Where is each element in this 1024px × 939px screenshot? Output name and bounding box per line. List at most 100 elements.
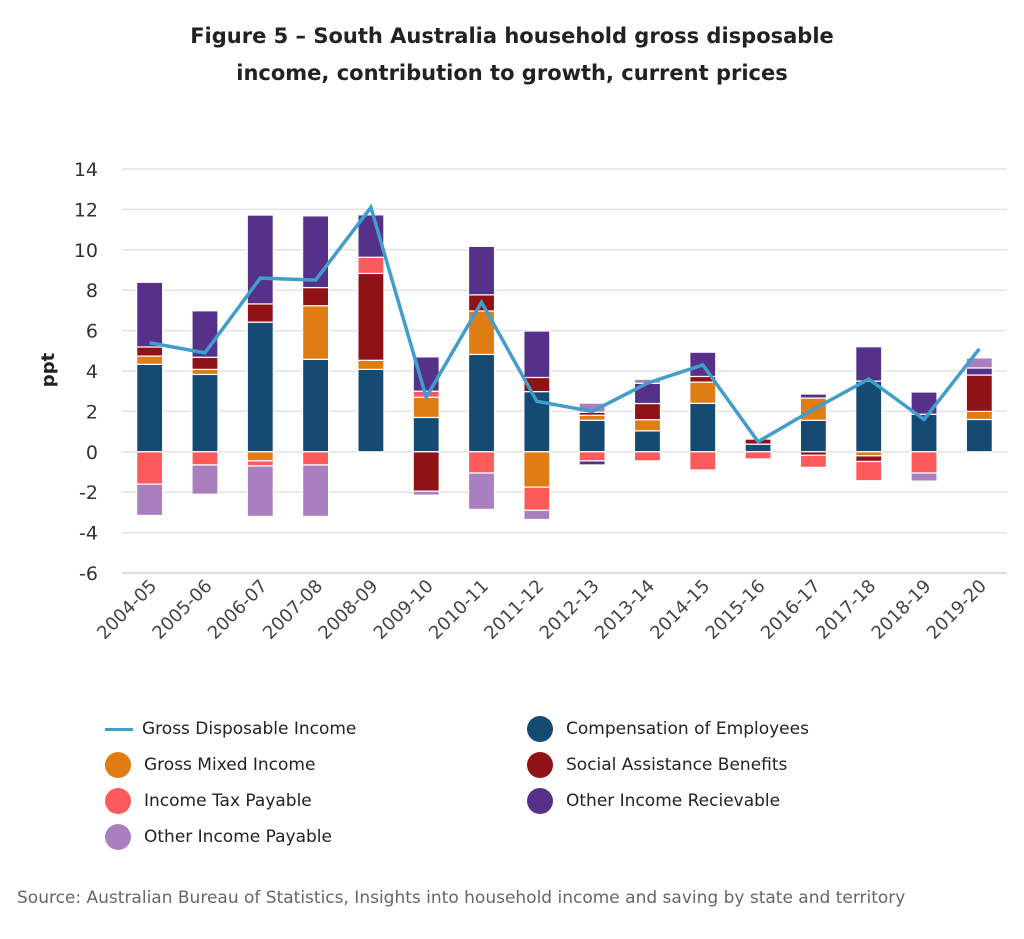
bar-segment-compensation-of-employees (357, 368, 385, 453)
bar-segment-compensation-of-employees (799, 419, 828, 453)
bar-segment-other-income-payable (191, 464, 219, 495)
legend-item-other-income-payable[interactable]: Other Income Payable (105, 824, 332, 850)
bar-segment-gross-mixed-income (136, 355, 164, 365)
bar-segment-compensation-of-employees (689, 402, 717, 453)
bar-segment-other-income-payable (136, 483, 164, 517)
bar-segment-gross-mixed-income (357, 359, 385, 370)
x-tick-label: 2013-14 (591, 576, 659, 644)
bar-segment-other-income-recievable (578, 460, 606, 466)
bar-segment-social-assistance-benefits (633, 402, 662, 421)
x-tick-label: 2007-08 (259, 576, 327, 644)
chart-area: 14 12 10 8 6 4 2 0 -2 -4 -6 ppt 2004-052005-062006… (38, 159, 1007, 644)
bar-segment-other-income-payable (301, 464, 330, 518)
bar-segment-gross-mixed-income (523, 451, 551, 488)
legend-circle-marker (527, 716, 553, 742)
bar-segment-other-income-recievable (301, 215, 330, 289)
bar-segment-other-income-payable (467, 472, 496, 510)
y-tick-label: 12 (74, 199, 98, 221)
bar-segment-income-tax-payable (578, 451, 606, 462)
y-tick-label: 8 (86, 280, 98, 302)
bar-segment-income-tax-payable (633, 451, 662, 462)
legend-item-other-income-recievable[interactable]: Other Income Recievable (527, 788, 780, 814)
legend-label: Gross Disposable Income (142, 719, 357, 739)
bar-segment-compensation-of-employees (191, 373, 219, 453)
bar-segment-social-assistance-benefits (136, 346, 164, 357)
bar-segment-compensation-of-employees (965, 418, 993, 453)
legend-item-gross-disposable-income[interactable]: Gross Disposable Income (105, 717, 356, 741)
y-tick-label: 10 (74, 240, 98, 262)
x-tick-label: 2015-16 (702, 576, 770, 644)
bar-segment-compensation-of-employees (246, 321, 274, 453)
y-tick-label: 2 (86, 401, 98, 423)
bar-segment-gross-mixed-income (855, 451, 883, 457)
bar-segment-gross-mixed-income (246, 451, 274, 462)
bar-segment-income-tax-payable (799, 454, 828, 468)
y-tick-label: -6 (79, 563, 98, 585)
bar-segment-gross-mixed-income (633, 419, 662, 432)
y-tick-label: -2 (79, 482, 98, 504)
legend-circle-marker (105, 752, 131, 778)
bar-segment-gross-mixed-income (578, 414, 606, 421)
source-note: Source: Australian Bureau of Statistics,… (17, 888, 906, 908)
x-tick-label: 2011-12 (480, 576, 548, 644)
legend-circle-marker (105, 824, 131, 850)
bar-segment-other-income-payable (246, 465, 274, 518)
x-tick-label: 2004-05 (93, 576, 161, 644)
bar-segment-gross-mixed-income (689, 381, 717, 404)
legend-circle-marker (105, 788, 131, 814)
bar-segment-income-tax-payable (136, 451, 164, 485)
legend-label: Compensation of Employees (566, 719, 809, 739)
x-tick-label: 2018-19 (868, 576, 936, 644)
gdi-line (149, 203, 981, 445)
legend-circle-marker (527, 788, 553, 814)
bar-segment-other-income-recievable (467, 245, 496, 296)
bar-segment-other-income-payable (523, 509, 551, 521)
legend-line-marker (105, 727, 133, 731)
bar-segment-other-income-recievable (136, 281, 164, 348)
y-tick-labels: 14 12 10 8 6 4 2 0 -2 -4 -6 (74, 159, 98, 585)
y-tick-label: 4 (86, 361, 98, 383)
legend-label: Income Tax Payable (144, 791, 312, 811)
legend-label: Gross Mixed Income (144, 755, 316, 775)
bar-segment-compensation-of-employees (855, 380, 883, 453)
bar-segment-social-assistance-benefits (412, 451, 440, 492)
bar-segment-income-tax-payable (467, 451, 496, 474)
bar-segment-other-income-recievable (799, 393, 828, 399)
bar-segment-social-assistance-benefits (965, 374, 993, 413)
y-tick-label: 14 (74, 159, 98, 181)
x-tick-label: 2005-06 (148, 576, 216, 644)
x-tick-label: 2006-07 (204, 576, 272, 644)
bar-segment-social-assistance-benefits (246, 303, 274, 323)
bar-segment-gross-mixed-income (301, 305, 330, 360)
bar-segment-compensation-of-employees (633, 430, 662, 453)
x-tick-label: 2010-11 (425, 576, 493, 644)
bar-segment-other-income-recievable (965, 367, 993, 376)
bar-segment-gross-mixed-income (965, 410, 993, 421)
bar-segment-income-tax-payable (910, 451, 938, 474)
bar-segment-other-income-recievable (855, 346, 883, 382)
bar-segment-income-tax-payable (301, 451, 330, 466)
x-tick-label: 2008-09 (314, 576, 382, 644)
bars (136, 214, 993, 521)
x-tick-label: 2012-13 (536, 576, 604, 644)
bar-segment-other-income-payable (412, 490, 440, 496)
y-tick-label: 0 (86, 442, 98, 464)
x-tick-label: 2009-10 (370, 576, 438, 644)
bar-segment-income-tax-payable (744, 451, 772, 460)
bar-segment-income-tax-payable (523, 486, 551, 511)
chart-title-line-1: Figure 5 – South Australia household gro… (190, 24, 834, 48)
legend-item-income-tax-payable[interactable]: Income Tax Payable (105, 788, 312, 814)
legend-item-gross-mixed-income[interactable]: Gross Mixed Income (105, 752, 316, 778)
legend-item-social-assistance-benefits[interactable]: Social Assistance Benefits (527, 752, 787, 778)
bar-segment-income-tax-payable (246, 460, 274, 467)
chart-title: Figure 5 – South Australia household gro… (0, 18, 1024, 92)
bar-segment-compensation-of-employees (301, 358, 330, 453)
bar-segment-compensation-of-employees (578, 419, 606, 453)
bar-segment-social-assistance-benefits (191, 356, 219, 370)
bar-segment-social-assistance-benefits (357, 272, 385, 361)
x-tick-labels: 2004-052005-062006-072007-082008-092009-… (93, 576, 991, 644)
y-axis-label: ppt (38, 352, 59, 387)
legend-item-compensation-of-employees[interactable]: Compensation of Employees (527, 716, 809, 742)
bar-segment-compensation-of-employees (412, 416, 440, 453)
bar-segment-compensation-of-employees (136, 363, 164, 453)
